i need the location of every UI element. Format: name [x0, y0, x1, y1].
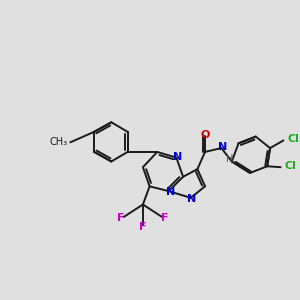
Text: F: F: [161, 213, 169, 223]
Text: F: F: [139, 223, 147, 232]
Text: CH₃: CH₃: [49, 137, 68, 147]
Text: Cl: Cl: [284, 161, 296, 171]
Text: N: N: [187, 194, 196, 204]
Text: O: O: [200, 130, 210, 140]
Text: N: N: [173, 152, 182, 162]
Text: F: F: [117, 213, 125, 223]
Text: H: H: [226, 154, 234, 164]
Text: N: N: [166, 187, 175, 197]
Text: Cl: Cl: [287, 134, 299, 145]
Text: N: N: [218, 142, 227, 152]
